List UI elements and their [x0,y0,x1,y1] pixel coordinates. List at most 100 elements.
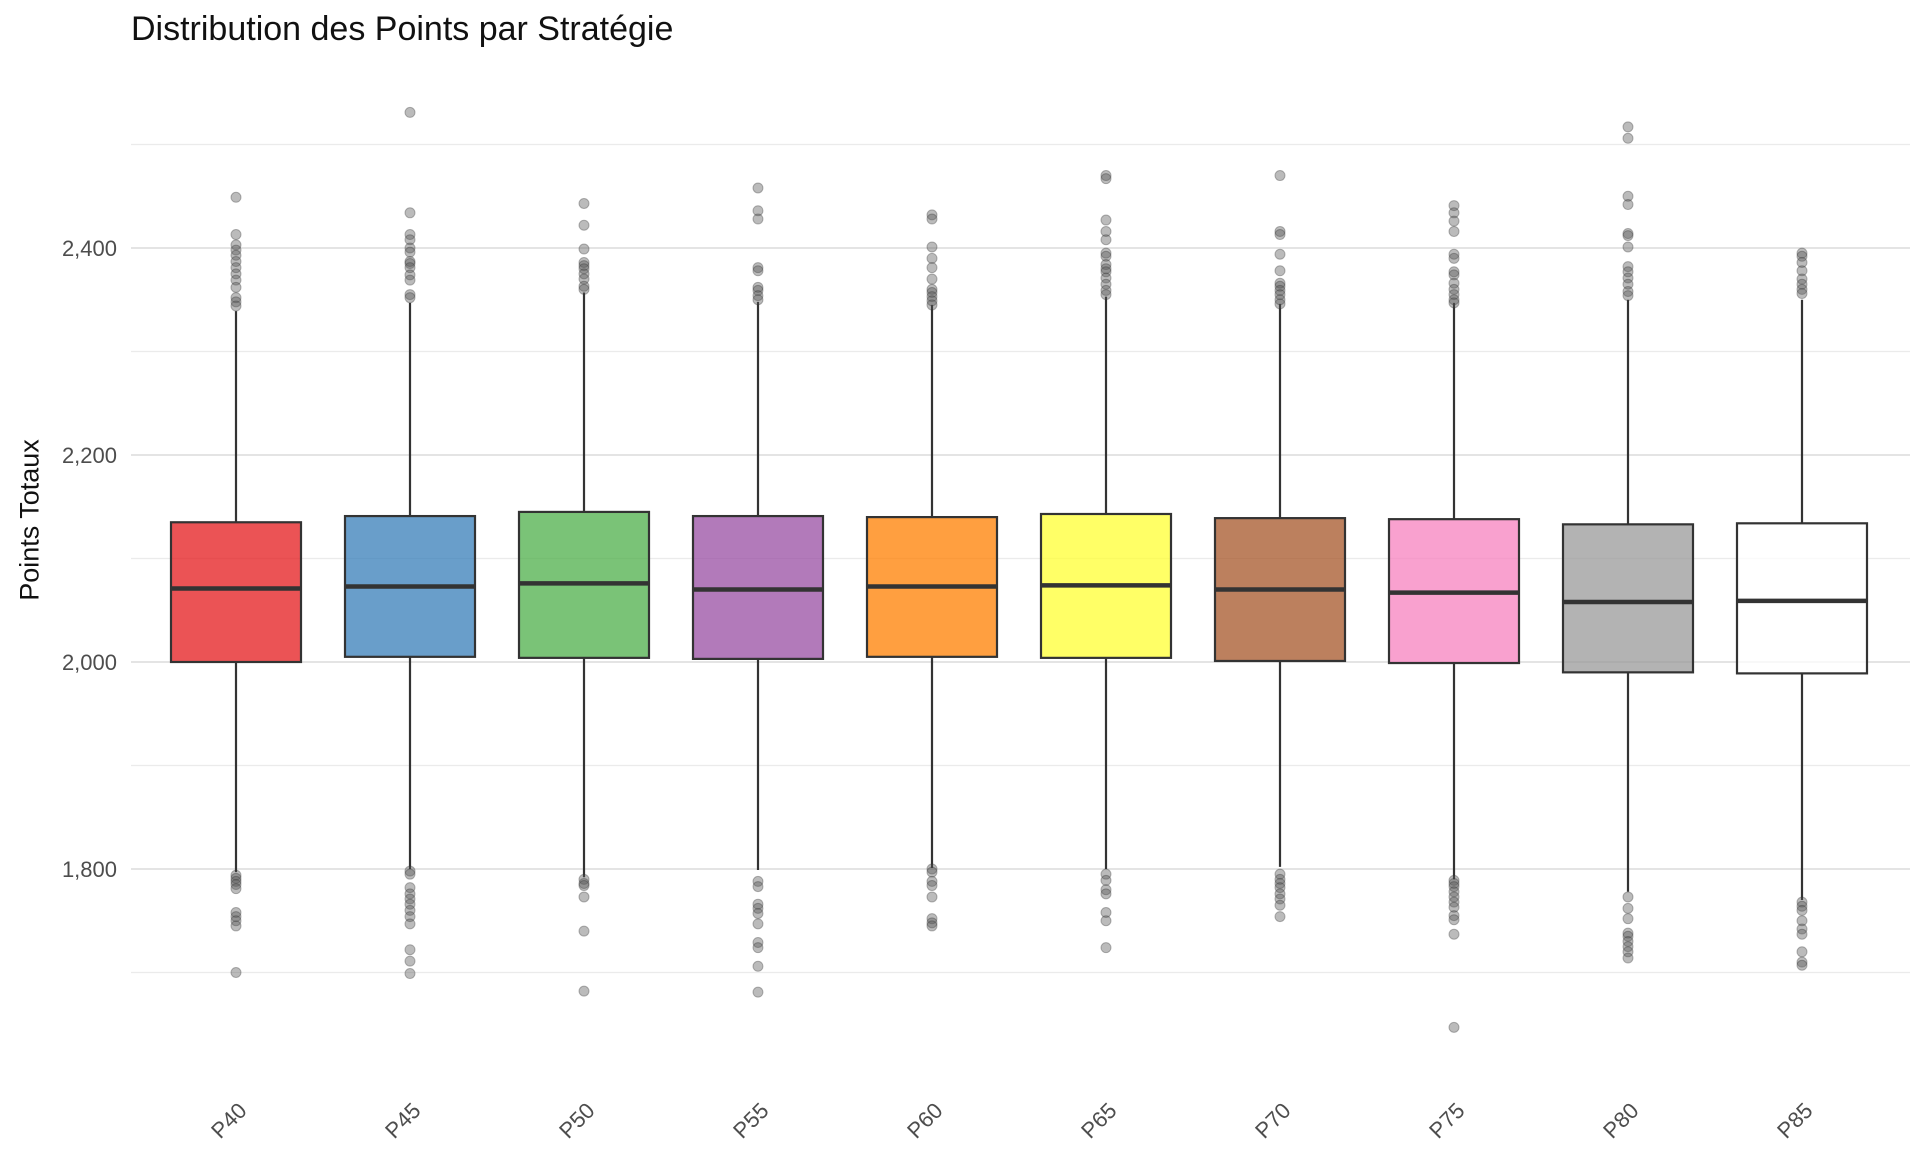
outlier-point [926,299,938,311]
outlier-point [230,239,242,251]
outlier-point [1274,280,1286,292]
box-P40 [169,191,303,978]
outlier-point [1100,170,1112,182]
outlier-point [1100,266,1112,278]
outlier-point [926,291,938,303]
outlier-point [404,898,416,910]
outlier-point [1100,263,1112,275]
outlier-point [1100,942,1112,954]
outlier-point [1448,297,1460,309]
outlier-point [1448,200,1460,212]
outlier-point [752,986,764,998]
chart-title: Distribution des Points par Stratégie [131,10,674,48]
outlier-point [1622,913,1634,925]
outlier-point [752,908,764,920]
outlier-point [404,893,416,905]
outlier-point [1622,199,1634,211]
outlier-point [404,882,416,894]
outlier-point [578,283,590,295]
outlier-point [230,911,242,923]
outlier-point [404,868,416,880]
outlier-point [404,289,416,301]
outlier-point [1448,215,1460,227]
outlier-point [926,863,938,875]
outlier-point [926,209,938,221]
outlier-point [1448,283,1460,295]
outlier-point [404,269,416,281]
outlier-point [926,913,938,925]
outlier-point [926,875,938,887]
outlier-point [1796,956,1808,968]
outlier-point [404,888,416,900]
outlier-point [404,911,416,923]
outlier-point [404,865,416,877]
outlier-point [404,262,416,274]
outlier-point [1622,952,1634,964]
outlier-point [230,869,242,881]
outlier-point [578,197,590,209]
outlier-point [230,191,242,203]
outlier-point [1100,173,1112,185]
outlier-point [1448,877,1460,889]
box-P65 [1039,170,1173,954]
y-axis-ticks: 1,800 2,000 2,200 2,400 [62,236,117,882]
outlier-point [926,917,938,929]
outlier-point [230,249,242,261]
outlier-point [1796,256,1808,268]
outlier-point [1796,288,1808,300]
outlier-point [752,902,764,914]
outlier-point [926,252,938,264]
box-P60 [865,209,999,932]
outlier-point [578,877,590,889]
outlier-point [1622,891,1634,903]
outlier-point [1274,289,1286,301]
outlier-point [926,880,938,892]
outlier-point [1100,874,1112,886]
outlier-point [1622,121,1634,133]
outlier-point [1622,272,1634,284]
x-tick-label: P60 [902,1098,947,1143]
outlier-point [752,881,764,893]
outlier-point [1100,884,1112,896]
outlier-point [1448,914,1460,926]
outlier-point [1448,881,1460,893]
outlier-point [1448,874,1460,886]
outlier-point [404,258,416,270]
box-P45 [343,106,477,980]
outlier-point [1796,904,1808,916]
outlier-point [1448,901,1460,913]
outlier-point [1274,225,1286,237]
outlier-point [578,873,590,885]
outlier-point [1796,278,1808,290]
outlier-point [1622,930,1634,942]
outlier-point [578,260,590,272]
x-tick-label: P45 [380,1098,425,1143]
outlier-point [230,274,242,286]
outlier-point [404,234,416,246]
outlier-point [1622,927,1634,939]
y-tick-label: 2,400 [62,236,117,261]
outlier-point [1274,899,1286,911]
outlier-point [230,296,242,308]
outlier-point [1796,900,1808,912]
outlier-point [230,292,242,304]
outlier-point [404,246,416,258]
outlier-point [926,273,938,285]
outlier-point [1274,888,1286,900]
outlier-point [752,898,764,910]
outlier-point [1274,277,1286,289]
outlier-point [1100,278,1112,290]
outlier-point [1448,928,1460,940]
outlier-point [230,244,242,256]
outlier-point [404,944,416,956]
outlier-point [1274,265,1286,277]
outlier-point [230,883,242,895]
box-rect [169,521,303,664]
outlier-point [1100,289,1112,301]
outlier-point [404,229,416,241]
outlier-point [752,918,764,930]
outlier-point [926,891,938,903]
box-P75 [1387,200,1521,1033]
outlier-point [578,263,590,275]
outlier-point [1274,877,1286,889]
